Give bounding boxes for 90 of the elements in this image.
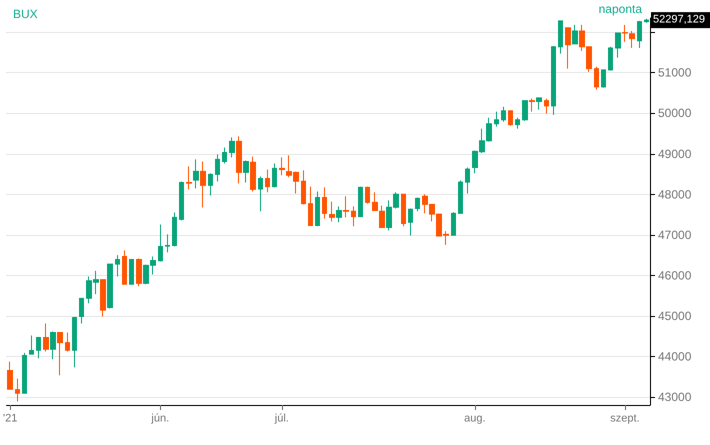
candlestick: [358, 186, 363, 218]
candlestick: [215, 154, 220, 182]
x-tick-label: aug.: [464, 412, 486, 424]
candlestick: [72, 316, 77, 368]
candlestick: [601, 69, 606, 88]
y-tick-label: 49000: [658, 146, 692, 161]
y-tick-label: 45000: [658, 308, 692, 323]
candlestick: [250, 156, 256, 192]
candlestick: [50, 330, 56, 360]
candlestick: [107, 263, 113, 310]
candlestick: [343, 196, 349, 218]
candlestick: [136, 258, 142, 287]
candlestick: [179, 181, 184, 221]
candlestick: [622, 24, 628, 42]
x-tick-label: jún.: [150, 412, 170, 424]
y-tick-label: 46000: [658, 268, 692, 282]
candlestick: [351, 206, 356, 227]
candlestick: [236, 136, 242, 184]
candlestick: [272, 162, 277, 188]
candlestick: [637, 20, 642, 48]
candlestick: [501, 106, 506, 122]
candlestick: [372, 192, 378, 211]
y-tick-label: 48000: [658, 187, 692, 202]
candlestick: [165, 234, 170, 253]
candlestick: [57, 332, 63, 376]
candlestick: [22, 352, 27, 394]
candlestick: [308, 186, 313, 226]
candlestick: [301, 170, 306, 205]
candlestick: [465, 167, 470, 194]
x-tick-label: szept.: [610, 412, 640, 424]
candlestick: [365, 186, 370, 204]
candlestick: [129, 259, 134, 285]
candlestick: [608, 46, 613, 72]
x-tick-label: '21: [2, 412, 18, 424]
candlestick: [36, 336, 41, 359]
candlestick: [401, 194, 406, 227]
candlestick: [515, 117, 520, 130]
candlestick: [544, 98, 549, 114]
candlestick: [572, 24, 578, 44]
candlestick: [594, 66, 599, 90]
candlestick: [7, 361, 13, 390]
candlestick: [379, 205, 385, 228]
chart-title: BUX: [13, 7, 38, 21]
candlestick: [551, 45, 556, 116]
x-tick-label: júl.: [274, 412, 289, 424]
candlestick: [158, 224, 163, 262]
candlestick: [536, 97, 542, 110]
candlestick: [644, 18, 649, 24]
candlestick: [43, 323, 49, 352]
candlestick: [243, 160, 249, 184]
candlestick: [522, 100, 528, 122]
y-tick-label: 47000: [658, 228, 692, 242]
candlestick: [315, 190, 320, 227]
candlestick: [558, 20, 563, 54]
candlestick: [451, 212, 456, 236]
candlestick: [200, 160, 206, 208]
candlestick: [336, 206, 342, 223]
candlestick: [186, 166, 192, 190]
candlestick: [115, 254, 120, 278]
candlestick: [629, 30, 635, 48]
candlestick: [100, 279, 106, 317]
text: 52297,129: [653, 14, 705, 26]
candlestick: [279, 156, 285, 176]
candlestick: [458, 180, 463, 214]
y-tick-label: 50000: [658, 106, 692, 120]
candlestick: [222, 146, 227, 164]
candlestick: [508, 110, 513, 126]
candlestick: [122, 250, 127, 285]
candlestick: [79, 297, 84, 324]
candlestick: [565, 27, 571, 70]
candlestick: [15, 378, 20, 402]
candlestick: [322, 186, 327, 220]
candlestick: [494, 111, 499, 128]
candlestick: [208, 172, 213, 196]
text: naponta: [598, 2, 642, 16]
candlestick: [172, 212, 177, 248]
candlestick: [265, 169, 270, 193]
candlestick: [29, 335, 34, 355]
candlestick: [193, 158, 199, 189]
candlestick: [258, 176, 263, 212]
candlestick: [65, 332, 70, 352]
candlestick: [615, 32, 621, 58]
candlestick: [329, 201, 335, 222]
candlestick: [408, 208, 413, 236]
candlestick: [529, 98, 535, 112]
y-tick-label: 43000: [658, 390, 692, 404]
candlestick: [415, 197, 420, 212]
candlestick: [229, 136, 235, 158]
y-tick-label: 44000: [658, 349, 692, 364]
y-tick-label: 51000: [658, 66, 692, 80]
